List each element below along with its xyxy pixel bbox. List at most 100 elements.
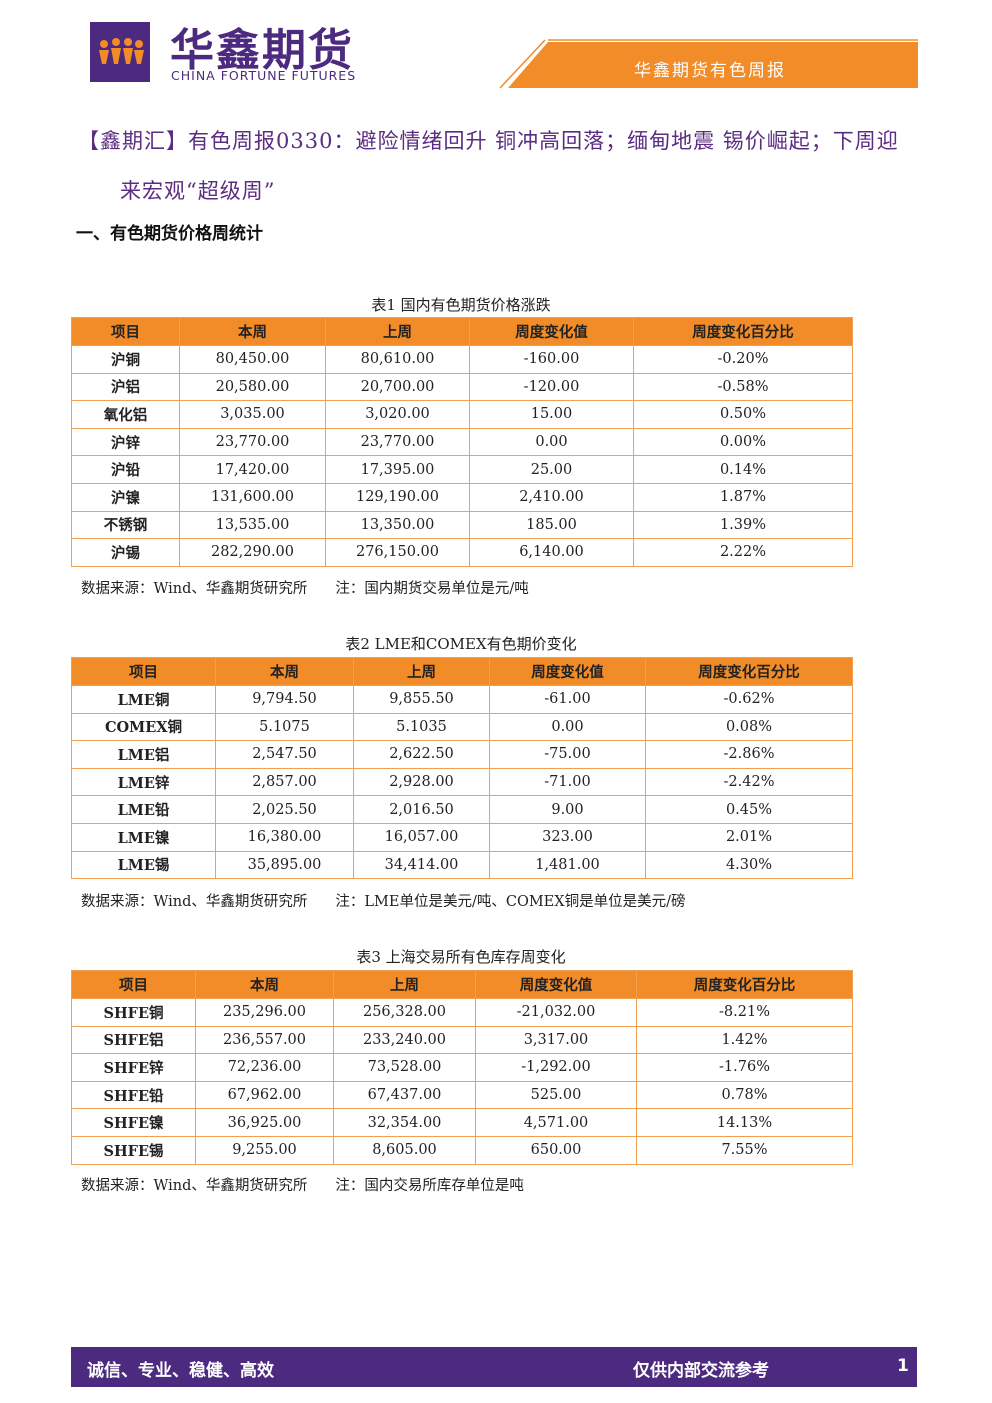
cell: 20,580.00: [179, 372, 326, 402]
row-label: 沪铝: [71, 372, 180, 402]
cell: 2,410.00: [469, 482, 634, 512]
row-label: LME锌: [71, 767, 216, 797]
cell: 1.87%: [633, 482, 853, 512]
cell: 131,600.00: [179, 482, 326, 512]
cell: 16,380.00: [215, 822, 354, 852]
cell: -160.00: [469, 345, 634, 374]
cell: 2,928.00: [353, 767, 490, 797]
cell: 3,020.00: [325, 400, 470, 429]
cell: -75.00: [489, 740, 646, 769]
cell: -21,032.00: [475, 998, 637, 1027]
data-row: SHFE铝 236,557.00 233,240.00 3,317.00 1.42%: [71, 1025, 853, 1055]
cell: 3,035.00: [179, 400, 326, 429]
cell: 236,557.00: [195, 1025, 334, 1055]
cell: 282,290.00: [179, 538, 326, 567]
cell: 16,057.00: [353, 822, 490, 852]
data-row: 沪镍 131,600.00 129,190.00 2,410.00 1.87%: [71, 482, 853, 512]
cell: 1.39%: [633, 510, 853, 540]
footer: 诚信、专业、稳健、高效 仅供内部交流参考 1: [71, 1347, 917, 1387]
row-label: SHFE锡: [71, 1135, 196, 1165]
cell: 235,296.00: [195, 998, 334, 1027]
cell: 2.01%: [645, 822, 853, 852]
data-row: SHFE铜 235,296.00 256,328.00 -21,032.00 -8.21…: [71, 998, 853, 1027]
unit-note: 注：LME单位是美元/吨、COMEX铜是单位是美元/磅: [335, 894, 686, 910]
cell: 9.00: [489, 795, 646, 824]
table-note: 数据来源：Wind、华鑫期货研究所 注：LME单位是美元/吨、COMEX铜是单位是…: [81, 890, 713, 911]
header-cell: 上周: [333, 970, 476, 999]
logo-cn: 华鑫期货: [170, 25, 354, 76]
table-note: 数据来源：Wind、华鑫期货研究所 注：国内期货交易单位是元/吨: [81, 577, 557, 598]
header-cell: 周度变化值: [469, 317, 634, 346]
header-row: 项目 本周 上周 周度变化值 周度变化百分比: [71, 970, 853, 999]
row-label: LME锡: [71, 850, 216, 880]
cell: 2.22%: [633, 538, 853, 567]
cell: 323.00: [489, 822, 646, 852]
data-row: 沪锡 282,290.00 276,150.00 6,140.00 2.22%: [71, 538, 853, 567]
row-label: 氧化铝: [71, 400, 180, 429]
cell: 14.13%: [636, 1108, 853, 1137]
cell: 9,255.00: [195, 1135, 334, 1165]
row-label: COMEX铜: [71, 712, 216, 742]
data-row: SHFE锌 72,236.00 73,528.00 -1,292.00 -1.76%: [71, 1053, 853, 1082]
cell: 80,610.00: [325, 345, 470, 374]
cell: -2.86%: [645, 740, 853, 769]
header-cell: 周度变化百分比: [645, 657, 853, 686]
header-cell: 本周: [215, 657, 354, 686]
table-caption: 表3 上海交易所有色库存周变化: [356, 948, 566, 966]
source: 数据来源：Wind、华鑫期货研究所: [81, 894, 308, 910]
cell: 2,025.50: [215, 795, 354, 824]
cell: 15.00: [469, 400, 634, 429]
cell: 6,140.00: [469, 538, 634, 567]
title-text: 【鑫期汇】有色周报0330：避险情绪回升 铜冲高回落；缅甸地震 锡价崛起；下周迎…: [78, 129, 899, 203]
data-row: 沪铝 20,580.00 20,700.00 -120.00 -0.58%: [71, 372, 853, 402]
cell: 650.00: [475, 1135, 637, 1165]
cell: 23,770.00: [325, 427, 470, 457]
section-heading: 一、有色期货价格周统计: [76, 224, 263, 244]
header-cell: 周度变化值: [475, 970, 637, 999]
row-label: SHFE锌: [71, 1053, 196, 1082]
cell: 7.55%: [636, 1135, 853, 1165]
header-cell: 项目: [71, 317, 180, 346]
row-label: SHFE铝: [71, 1025, 196, 1055]
unit-note: 注：国内期货交易单位是元/吨: [335, 581, 529, 597]
cell: 2,016.50: [353, 795, 490, 824]
data-row: SHFE铅 67,962.00 67,437.00 525.00 0.78%: [71, 1080, 853, 1110]
cell: 0.50%: [633, 400, 853, 429]
cell: 0.00: [489, 712, 646, 742]
header-cell: 项目: [71, 970, 196, 999]
cell: 13,350.00: [325, 510, 470, 540]
cell: 67,437.00: [333, 1080, 476, 1110]
cell: 129,190.00: [325, 482, 470, 512]
banner-text: 华鑫期货有色周报: [634, 61, 786, 81]
cell: -61.00: [489, 685, 646, 714]
header-cell: 本周: [195, 970, 334, 999]
row-label: SHFE镍: [71, 1108, 196, 1137]
data-row: LME锌 2,857.00 2,928.00 -71.00 -2.42%: [71, 767, 853, 797]
cell: 73,528.00: [333, 1053, 476, 1082]
data-table: 项目 本周 上周 周度变化值 周度变化百分比 LME铜 9,794.50 9,855.50 -6…: [71, 657, 853, 880]
data-row: SHFE镍 36,925.00 32,354.00 4,571.00 14.13%: [71, 1108, 853, 1137]
data-row: COMEX铜 5.1075 5.1035 0.00 0.08%: [71, 712, 853, 742]
cell: 34,414.00: [353, 850, 490, 880]
cell: -8.21%: [636, 998, 853, 1027]
header-cell: 周度变化值: [489, 657, 646, 686]
cell: -0.20%: [633, 345, 853, 374]
data-row: SHFE锡 9,255.00 8,605.00 650.00 7.55%: [71, 1135, 853, 1165]
cell: 256,328.00: [333, 998, 476, 1027]
data-row: 沪铅 17,420.00 17,395.00 25.00 0.14%: [71, 455, 853, 484]
cell: 185.00: [469, 510, 634, 540]
data-row: LME铜 9,794.50 9,855.50 -61.00 -0.62%: [71, 685, 853, 714]
data-table: 项目 本周 上周 周度变化值 周度变化百分比 沪铜 80,450.00 80,610.00 -1…: [71, 317, 853, 567]
cell: -0.58%: [633, 372, 853, 402]
cell: -2.42%: [645, 767, 853, 797]
header-cell: 周度变化百分比: [636, 970, 853, 999]
footer-slogan: 诚信、专业、稳健、高效: [87, 1361, 274, 1381]
cell: 35,895.00: [215, 850, 354, 880]
row-label: 沪锡: [71, 538, 180, 567]
cell: 2,857.00: [215, 767, 354, 797]
cell: 2,547.50: [215, 740, 354, 769]
data-row: LME铅 2,025.50 2,016.50 9.00 0.45%: [71, 795, 853, 824]
cell: 13,535.00: [179, 510, 326, 540]
cell: 17,395.00: [325, 455, 470, 484]
